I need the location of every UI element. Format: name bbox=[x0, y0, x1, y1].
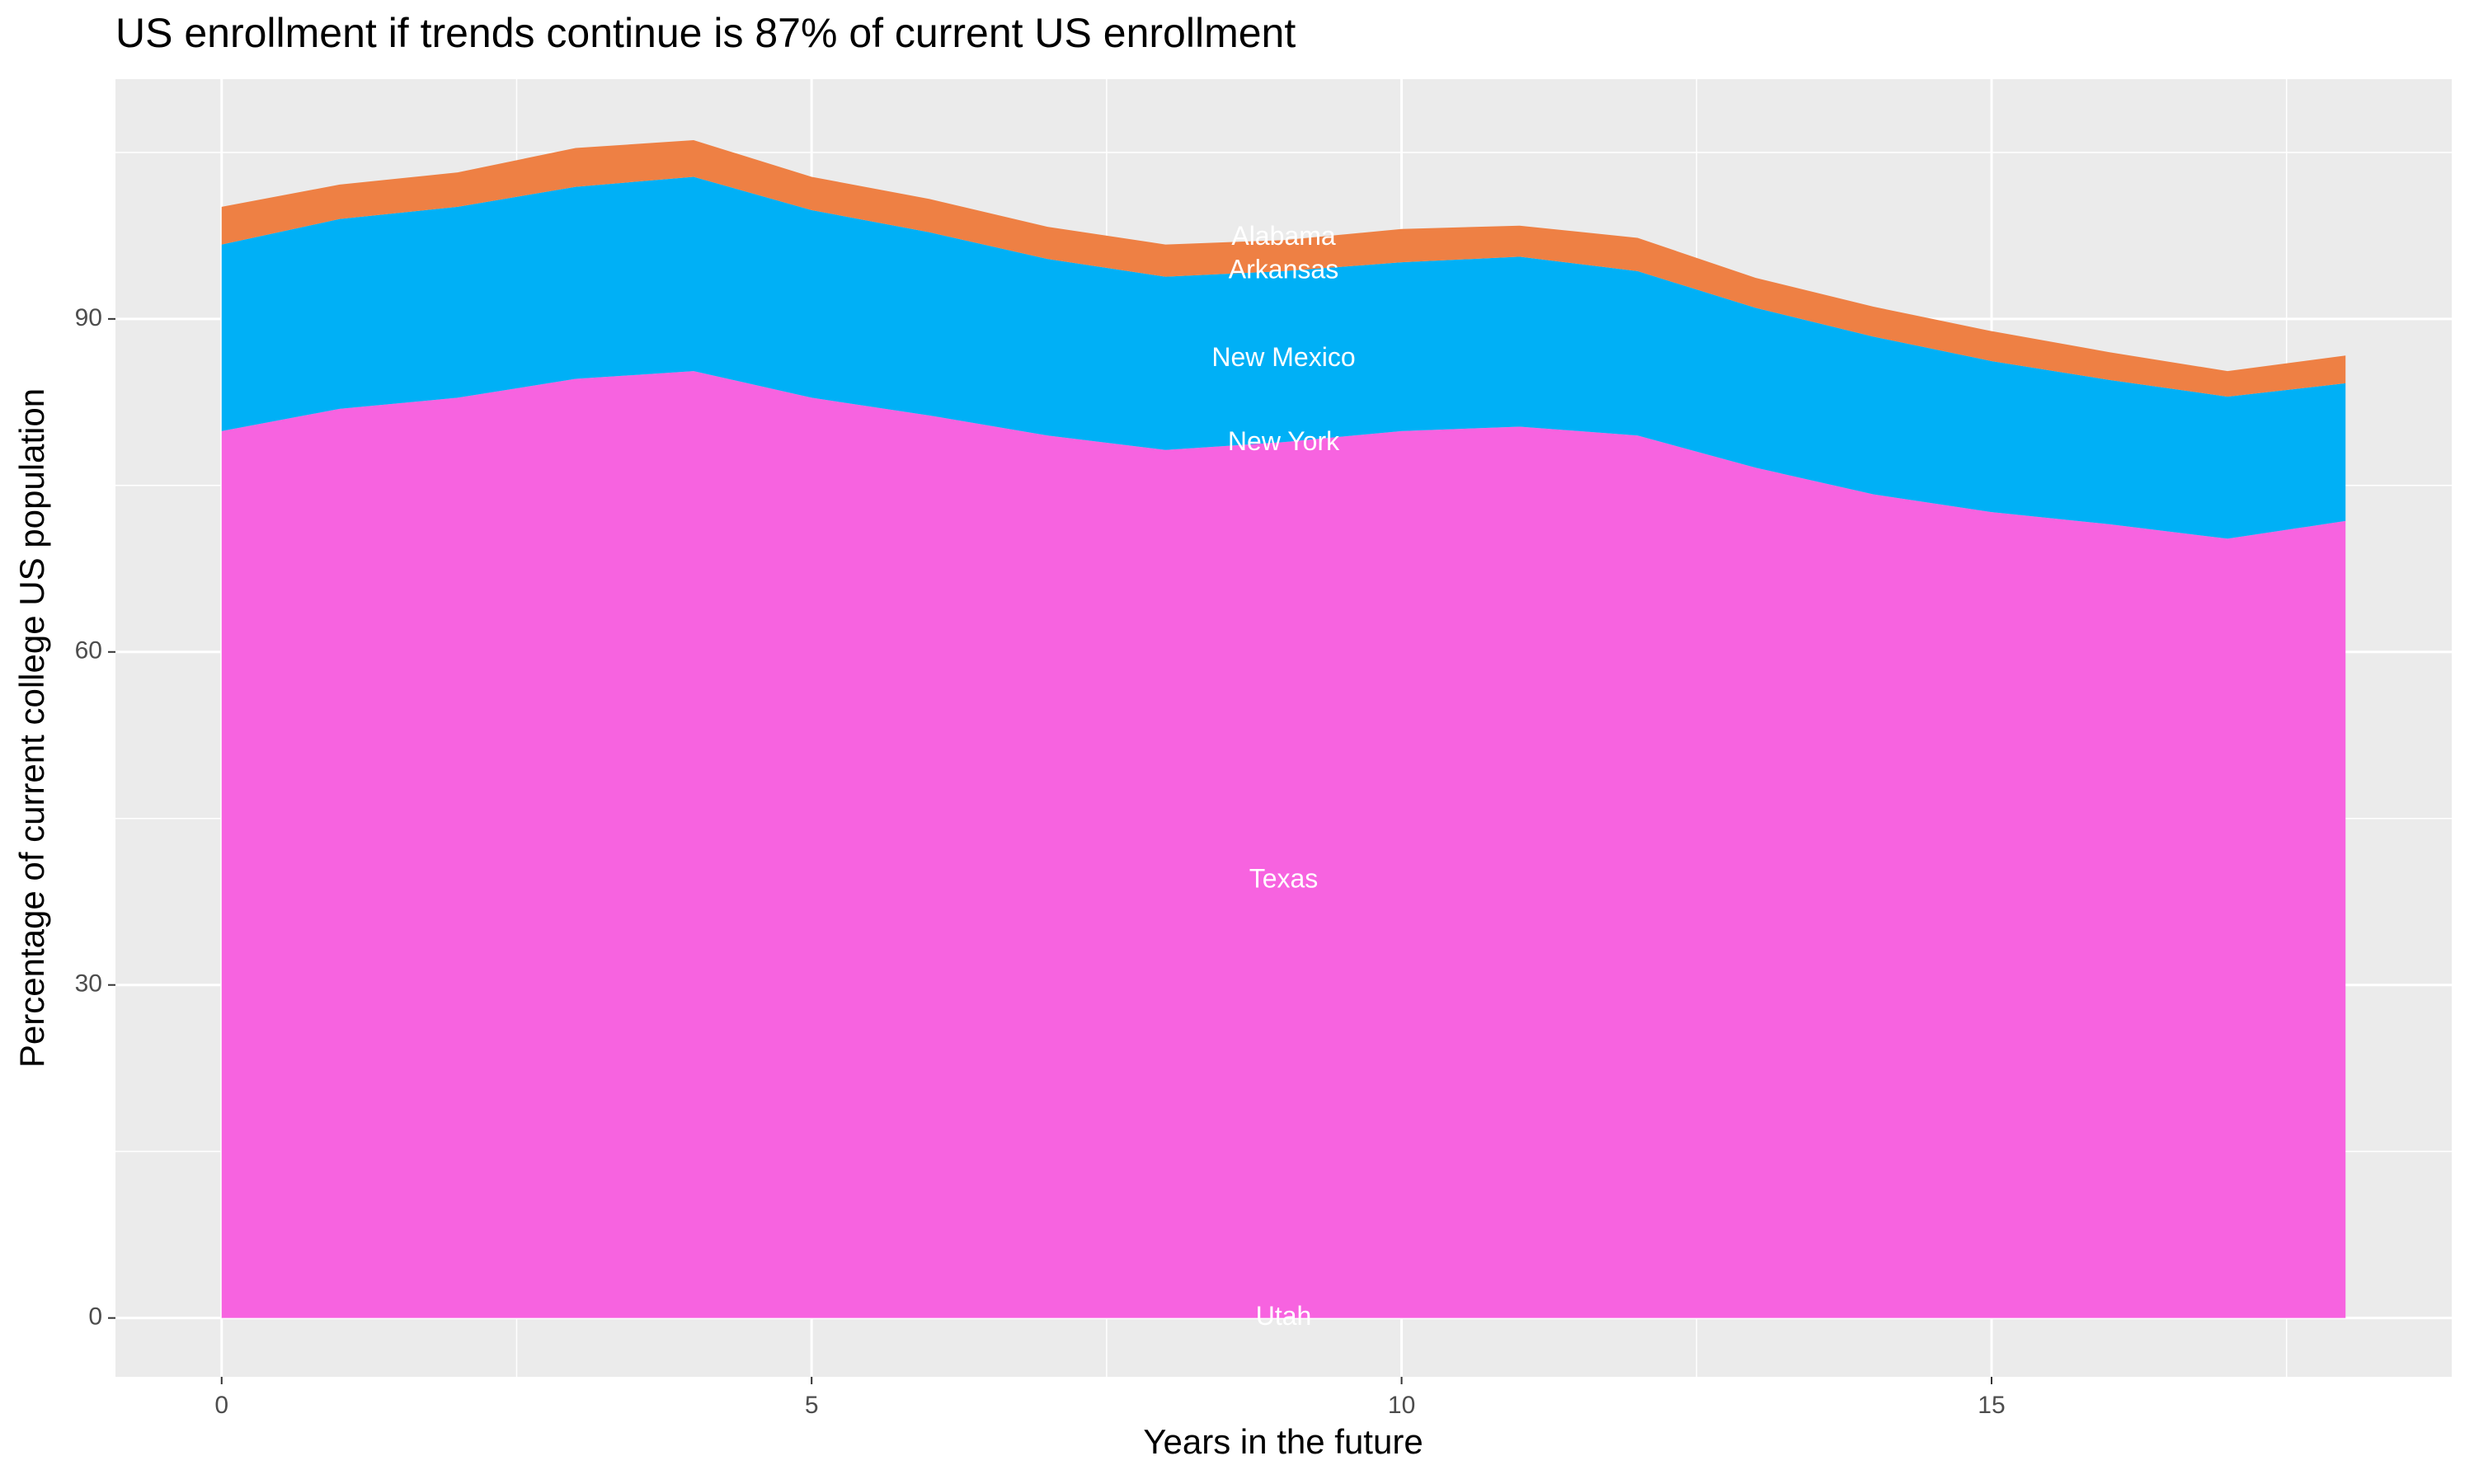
area bbox=[221, 371, 2346, 1318]
y-tick-label: 0 bbox=[88, 1303, 102, 1331]
y-tick-label: 60 bbox=[75, 637, 102, 665]
area bbox=[221, 140, 2346, 397]
x-tick-label: 0 bbox=[214, 1392, 228, 1419]
x-tick-label: 15 bbox=[1978, 1392, 2005, 1419]
area-label: New York bbox=[1228, 426, 1340, 456]
y-tick-label: 30 bbox=[75, 970, 102, 998]
y-tick-label: 90 bbox=[75, 304, 102, 331]
area-label: Texas bbox=[1249, 864, 1319, 894]
area bbox=[221, 176, 2346, 539]
x-axis-label: Years in the future bbox=[1143, 1422, 1423, 1461]
area-label: Utah bbox=[1256, 1301, 1312, 1331]
y-axis-label: Percentage of current college US populat… bbox=[12, 388, 51, 1068]
area-label: New Mexico bbox=[1211, 342, 1355, 372]
chart-title: US enrollment if trends continue is 87% … bbox=[115, 10, 1296, 56]
area-label: Arkansas bbox=[1229, 254, 1338, 284]
areas bbox=[221, 140, 2346, 1318]
area-label: Alabama bbox=[1231, 221, 1336, 251]
x-tick-label: 5 bbox=[805, 1392, 819, 1419]
x-tick-label: 10 bbox=[1388, 1392, 1415, 1419]
